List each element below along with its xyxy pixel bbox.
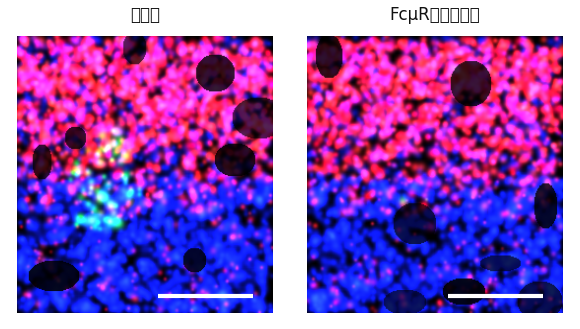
Text: FcμR欠損マウス: FcμR欠損マウス xyxy=(390,6,480,24)
Text: 野生型: 野生型 xyxy=(130,6,160,24)
